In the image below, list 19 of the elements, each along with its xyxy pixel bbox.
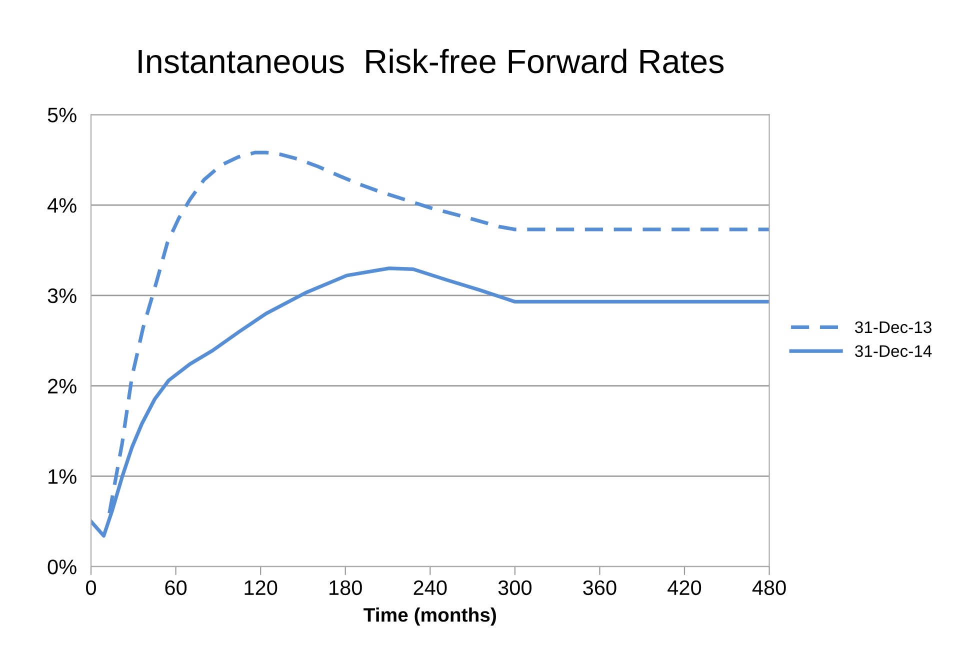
x-tick-label: 60	[165, 580, 187, 596]
x-tick-label: 300	[498, 580, 532, 596]
x-tick-label: 420	[668, 580, 702, 596]
x-tick-label: 360	[583, 580, 616, 596]
chart-title: Instantaneous Risk-free Forward Rates	[138, 48, 724, 74]
y-tick-label: 2%	[48, 378, 76, 394]
y-tick-label: 4%	[47, 198, 76, 213]
x-axis-title: Time (months)	[364, 608, 496, 626]
x-tick-label: 180	[330, 580, 362, 596]
y-tick-label: 0%	[48, 560, 76, 574]
y-tick-label: 3%	[48, 288, 76, 304]
x-tick-label: 480	[752, 580, 786, 596]
y-tick-label: 5%	[48, 108, 76, 122]
y-tick-label: 1%	[48, 469, 76, 484]
legend-label: 31-Dec-13	[855, 321, 932, 334]
x-tick-label: 120	[244, 580, 278, 596]
x-tick-label: 240	[414, 580, 447, 596]
x-tick-label: 0	[86, 580, 96, 596]
legend-label: 31-Dec-14	[855, 345, 932, 358]
